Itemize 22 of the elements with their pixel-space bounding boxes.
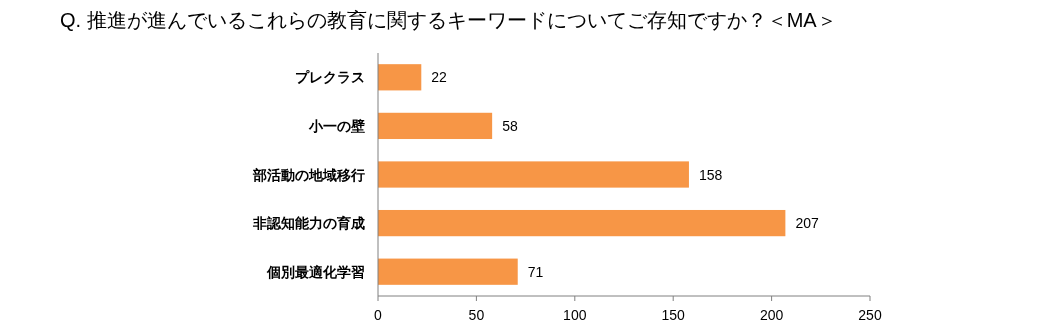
- y-tick-label: 個別最適化学習: [266, 263, 365, 280]
- x-tick-label: 50: [468, 307, 485, 323]
- x-tick-label: 200: [759, 307, 784, 323]
- data-label: 71: [527, 263, 544, 280]
- bar: [378, 258, 518, 285]
- x-tick-label: 100: [563, 307, 587, 323]
- chart-title: Q. 推進が進んでいるこれらの教育に関するキーワードについてご存知ですか？＜MA＞: [60, 9, 837, 31]
- data-label: 58: [502, 117, 518, 134]
- bar: [378, 209, 786, 237]
- data-label: 158: [698, 166, 723, 183]
- y-tick-label: 非認知能力の育成: [252, 215, 365, 232]
- x-tick-label: 250: [858, 307, 882, 323]
- data-label: 22: [431, 69, 448, 86]
- x-tick-label: 150: [661, 307, 686, 323]
- y-tick-label: 部活動の地域移行: [252, 166, 365, 183]
- bar: [378, 64, 422, 91]
- data-label: 207: [795, 215, 819, 232]
- bar: [378, 161, 689, 188]
- bar: [378, 112, 493, 140]
- x-tick-label: 0: [374, 307, 383, 323]
- y-tick-label: 小一の壁: [308, 117, 365, 134]
- y-tick-label: プレクラス: [295, 69, 365, 86]
